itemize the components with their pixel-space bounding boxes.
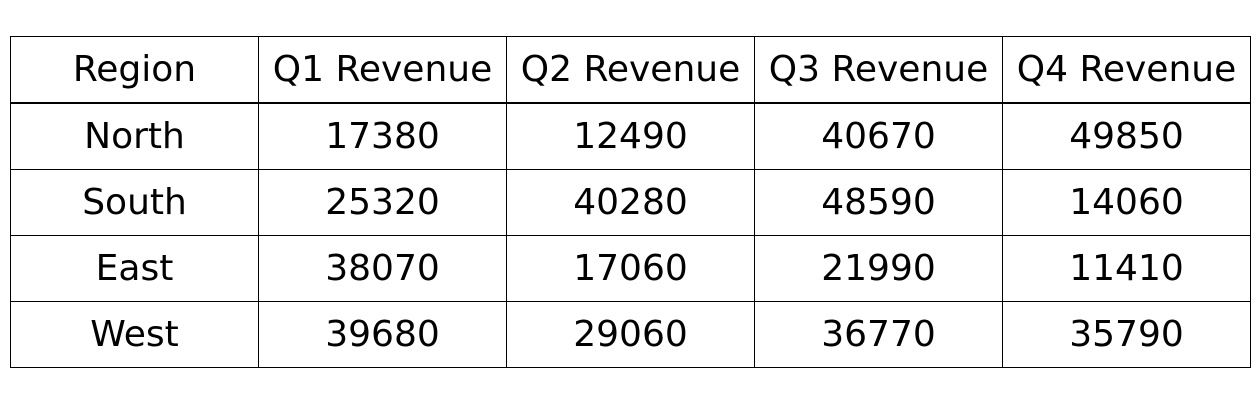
- cell-q1-revenue: 25320: [258, 169, 507, 236]
- cell-region: West: [10, 301, 259, 368]
- revenue-table: Region Q1 Revenue Q2 Revenue Q3 Revenue …: [10, 36, 1251, 368]
- cell-q4-revenue: 49850: [1002, 102, 1251, 170]
- cell-q1-revenue: 17380: [258, 102, 507, 170]
- cell-q3-revenue: 40670: [754, 102, 1003, 170]
- table-header: Region Q1 Revenue Q2 Revenue Q3 Revenue …: [10, 36, 1251, 104]
- cell-q4-revenue: 14060: [1002, 169, 1251, 236]
- table-row: West 39680 29060 36770 35790: [10, 301, 1251, 368]
- column-header-q3-revenue: Q3 Revenue: [754, 36, 1003, 104]
- table-row: South 25320 40280 48590 14060: [10, 169, 1251, 236]
- cell-region: South: [10, 169, 259, 236]
- cell-q2-revenue: 12490: [506, 102, 755, 170]
- cell-q2-revenue: 40280: [506, 169, 755, 236]
- cell-q2-revenue: 29060: [506, 301, 755, 368]
- cell-region: East: [10, 235, 259, 302]
- table-body: North 17380 12490 40670 49850 South 2532…: [10, 102, 1251, 368]
- cell-q1-revenue: 39680: [258, 301, 507, 368]
- cell-q3-revenue: 21990: [754, 235, 1003, 302]
- column-header-q2-revenue: Q2 Revenue: [506, 36, 755, 104]
- cell-q4-revenue: 35790: [1002, 301, 1251, 368]
- cell-q3-revenue: 48590: [754, 169, 1003, 236]
- cell-region: North: [10, 102, 259, 170]
- cell-q3-revenue: 36770: [754, 301, 1003, 368]
- header-row: Region Q1 Revenue Q2 Revenue Q3 Revenue …: [10, 36, 1251, 104]
- column-header-region: Region: [10, 36, 259, 104]
- cell-q4-revenue: 11410: [1002, 235, 1251, 302]
- table-row: North 17380 12490 40670 49850: [10, 102, 1251, 170]
- column-header-q4-revenue: Q4 Revenue: [1002, 36, 1251, 104]
- table-row: East 38070 17060 21990 11410: [10, 235, 1251, 302]
- cell-q1-revenue: 38070: [258, 235, 507, 302]
- cell-q2-revenue: 17060: [506, 235, 755, 302]
- column-header-q1-revenue: Q1 Revenue: [258, 36, 507, 104]
